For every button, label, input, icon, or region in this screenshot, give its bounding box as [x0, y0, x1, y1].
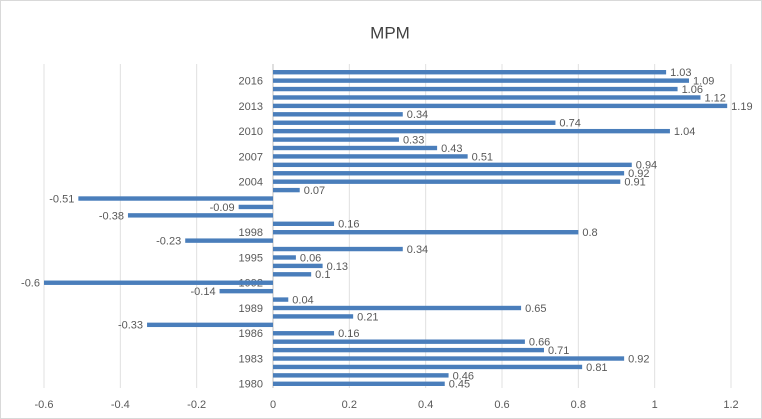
data-label: 0.65	[525, 303, 546, 315]
bar	[273, 171, 625, 176]
data-label: 0.34	[407, 244, 428, 256]
bar	[273, 339, 525, 344]
data-label: -0.09	[210, 202, 235, 214]
bar	[127, 213, 273, 218]
data-label: -0.6	[21, 278, 40, 290]
x-tick-label: -0.6	[35, 399, 54, 411]
data-label: 1.09	[693, 76, 714, 88]
bar	[185, 238, 273, 243]
bar	[273, 246, 403, 252]
data-label: 0.94	[636, 160, 657, 172]
x-tick-label: 1.2	[723, 399, 738, 411]
y-tick-label: 2016	[239, 76, 263, 88]
data-label: 0.07	[304, 185, 325, 197]
bar	[273, 78, 690, 83]
bar	[273, 297, 289, 302]
y-tick-label: 2010	[239, 126, 263, 138]
data-label: 0.04	[292, 294, 313, 306]
data-label: 0.21	[357, 311, 378, 323]
bar	[273, 145, 438, 151]
bar	[273, 112, 403, 117]
y-tick-label: 1983	[239, 353, 263, 365]
bar	[273, 120, 556, 125]
data-label: 0.8	[582, 227, 597, 239]
bar	[147, 322, 273, 328]
bar	[273, 95, 701, 100]
bar	[273, 230, 579, 235]
data-label: 0.51	[472, 151, 493, 163]
data-label: -0.38	[99, 210, 124, 222]
y-tick-label: 1998	[239, 227, 263, 239]
bar	[273, 305, 522, 311]
bar	[273, 263, 323, 269]
bar	[273, 255, 296, 260]
data-label: 0.06	[300, 252, 321, 264]
y-tick-label: 1995	[239, 252, 263, 264]
bar	[273, 356, 625, 361]
bar	[273, 272, 312, 277]
y-tick-label: 1986	[239, 328, 263, 340]
bar	[273, 364, 583, 370]
data-label: -0.33	[118, 320, 143, 332]
data-label: 1.12	[704, 92, 725, 104]
bar	[273, 347, 544, 353]
data-label: 0.81	[586, 362, 607, 374]
bar	[78, 196, 273, 201]
bar	[273, 86, 678, 92]
bar	[273, 162, 632, 168]
data-label: 0.46	[453, 370, 474, 382]
data-label: 0.1	[315, 269, 330, 281]
data-label: 0.66	[529, 337, 550, 349]
x-tick-label: 0	[270, 399, 276, 411]
x-tick-label: 0.6	[494, 399, 509, 411]
data-label: 1.19	[731, 101, 752, 113]
data-label: 0.34	[407, 109, 428, 121]
chart-title: MPM	[370, 23, 410, 42]
y-tick-label: 2004	[239, 177, 263, 189]
data-label: 0.71	[548, 345, 569, 357]
bar	[273, 381, 445, 386]
bar	[273, 187, 300, 193]
data-label: 0.16	[338, 328, 359, 340]
data-label: 0.13	[327, 261, 348, 273]
x-tick-label: 0.4	[418, 399, 433, 411]
y-tick-label: 2007	[239, 151, 263, 163]
data-label: 1.03	[670, 67, 691, 79]
x-tick-label: 1	[652, 399, 658, 411]
x-tick-label: -0.4	[111, 399, 130, 411]
data-label: 0.91	[624, 177, 645, 189]
bar	[273, 154, 468, 159]
data-label: 0.92	[628, 353, 649, 365]
data-label: 0.33	[403, 134, 424, 146]
y-tick-label: 1980	[239, 379, 263, 391]
bar	[273, 137, 399, 142]
data-label: -0.51	[49, 193, 74, 205]
bar	[273, 103, 728, 109]
bar	[273, 128, 670, 134]
bar	[273, 331, 335, 336]
x-tick-label: -0.2	[187, 399, 206, 411]
bar	[273, 70, 667, 75]
bar	[44, 280, 273, 285]
bar	[273, 221, 335, 226]
bar	[273, 314, 354, 319]
data-label: 0.74	[559, 118, 580, 130]
data-label: 0.45	[449, 379, 470, 391]
data-label: 0.43	[441, 143, 462, 155]
data-label: 1.06	[682, 84, 703, 96]
bar	[273, 179, 621, 184]
data-label: -0.23	[156, 236, 181, 248]
data-label: 1.04	[674, 126, 695, 138]
x-tick-label: 0.2	[342, 399, 357, 411]
bar	[219, 288, 273, 294]
bar	[238, 204, 273, 210]
y-tick-label: 1989	[239, 303, 263, 315]
bar	[273, 373, 449, 378]
y-tick-label: 2013	[239, 101, 263, 113]
x-tick-label: 0.8	[571, 399, 586, 411]
data-label: 0.92	[628, 168, 649, 180]
data-label: 0.16	[338, 219, 359, 231]
data-label: -0.14	[190, 286, 215, 298]
